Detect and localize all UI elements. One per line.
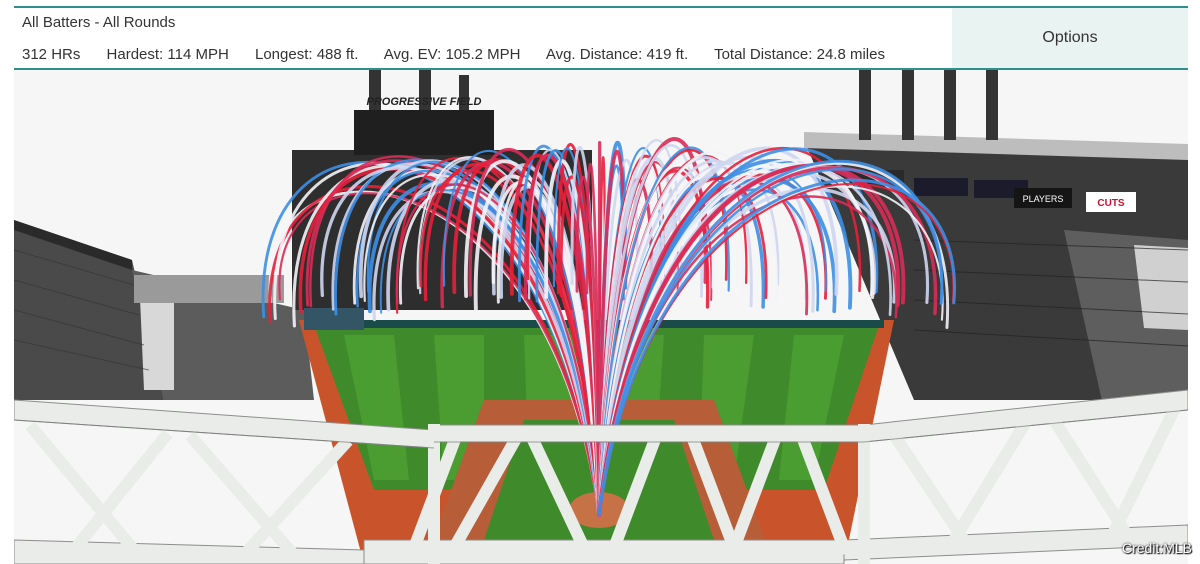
home-run-arc xyxy=(597,159,944,517)
home-run-arc xyxy=(395,183,601,517)
home-run-arc xyxy=(320,166,601,517)
stat-avg-distance: Avg. Distance: 419 ft. xyxy=(545,46,689,63)
stat-avg-ev: Avg. EV: 105.2 MPH xyxy=(383,46,521,63)
home-run-arcs xyxy=(261,137,957,517)
board-cuts: CUTS xyxy=(1097,198,1125,209)
stat-longest: Longest: 488 ft. xyxy=(254,46,359,63)
left-stands xyxy=(14,220,314,400)
stats-header: All Batters - All Rounds 312 HRs Hardest… xyxy=(14,6,1188,70)
home-run-arc xyxy=(298,167,601,517)
image-credit: Credit:MLB xyxy=(1121,540,1192,556)
stat-hrs: 312 HRs xyxy=(22,46,81,63)
board-players: PLAYERS xyxy=(1023,194,1064,204)
foreground-truss xyxy=(14,389,1188,564)
home-run-arc xyxy=(423,162,601,517)
home-run-arc xyxy=(597,168,943,517)
home-run-arc xyxy=(597,164,901,517)
left-border xyxy=(0,0,14,564)
stat-total-distance: Total Distance: 24.8 miles xyxy=(714,46,885,63)
home-run-arc xyxy=(597,146,730,517)
home-run-arc xyxy=(278,192,601,517)
home-run-arc xyxy=(559,175,601,517)
options-button[interactable]: Options xyxy=(952,8,1188,68)
truss-diagonals xyxy=(25,401,1183,564)
home-run-arc xyxy=(597,162,875,517)
home-run-arc xyxy=(597,146,839,517)
truss-shadow-lines xyxy=(14,409,1188,449)
home-run-arc xyxy=(597,178,957,517)
stadium-3d-view[interactable]: PROGRESSIVE FIELD PLAYERS CUTS xyxy=(14,70,1188,564)
home-run-arc xyxy=(597,141,602,517)
filter-title: All Batters - All Rounds xyxy=(22,14,176,31)
home-run-arc xyxy=(598,165,778,516)
stats-row: 312 HRs Hardest: 114 MPH Longest: 488 ft… xyxy=(22,46,907,63)
stadium-sign: PROGRESSIVE FIELD xyxy=(367,96,482,108)
light-towers xyxy=(369,70,998,140)
stat-hardest: Hardest: 114 MPH xyxy=(106,46,229,63)
